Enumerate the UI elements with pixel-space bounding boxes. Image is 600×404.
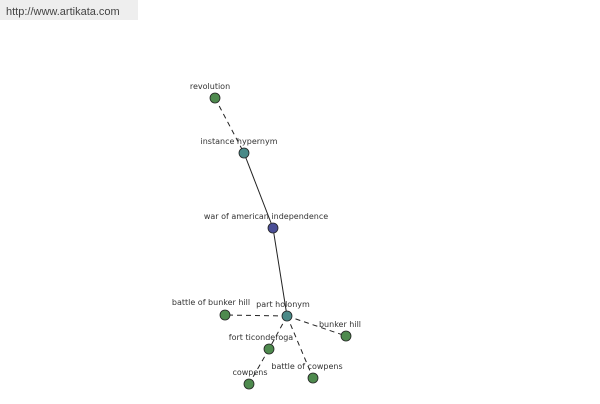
node-label: battle of bunker hill	[172, 298, 250, 307]
node-label: bunker hill	[319, 320, 361, 329]
node[interactable]	[281, 310, 293, 322]
edge	[286, 315, 347, 337]
header-bar	[0, 0, 138, 20]
node[interactable]	[307, 372, 319, 384]
node-label: instance hypernym	[201, 137, 278, 146]
edge	[268, 315, 288, 350]
edge	[214, 97, 245, 154]
node-label: war of american independence	[204, 212, 328, 221]
node[interactable]	[209, 92, 221, 104]
edge	[243, 152, 274, 229]
edge	[248, 348, 270, 385]
node[interactable]	[340, 330, 352, 342]
node-label: battle of cowpens	[271, 362, 342, 371]
node-label: part holonym	[256, 300, 310, 309]
node-label: revolution	[190, 82, 230, 91]
node[interactable]	[243, 378, 255, 390]
edge	[286, 315, 314, 379]
labels: revolution instance hypernym war of amer…	[172, 82, 361, 377]
node[interactable]	[238, 147, 250, 159]
nodes	[209, 92, 352, 390]
node[interactable]	[267, 222, 279, 234]
edge	[272, 227, 288, 317]
edge	[224, 314, 288, 317]
edges	[214, 97, 347, 385]
node[interactable]	[219, 309, 231, 321]
node[interactable]	[263, 343, 275, 355]
node-label: cowpens	[232, 368, 267, 377]
node-label: fort ticonderoga	[229, 333, 293, 342]
header-url[interactable]: http://www.artikata.com	[6, 6, 120, 18]
